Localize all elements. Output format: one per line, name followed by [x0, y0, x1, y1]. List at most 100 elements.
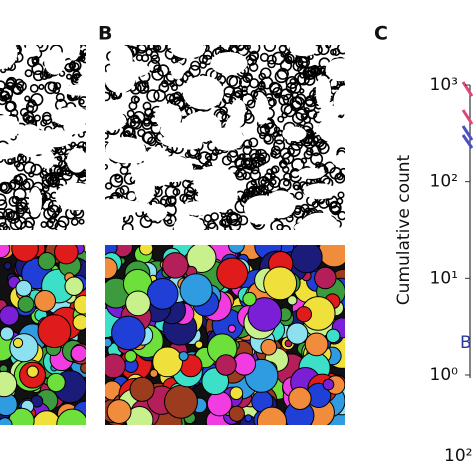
pore	[282, 179, 290, 187]
pore	[115, 187, 125, 197]
segment	[46, 372, 66, 393]
segment	[164, 384, 198, 419]
pore	[119, 185, 130, 195]
segment	[194, 340, 204, 349]
void	[44, 48, 66, 75]
segment	[229, 386, 244, 400]
pore	[165, 93, 175, 103]
void	[40, 150, 55, 169]
segment	[105, 337, 113, 348]
segment	[247, 297, 283, 332]
void	[179, 136, 203, 150]
segment	[152, 346, 183, 378]
pore	[11, 195, 21, 205]
pore	[82, 141, 86, 149]
pore	[142, 101, 152, 111]
image-content	[105, 45, 345, 230]
pore	[291, 112, 305, 125]
void	[28, 187, 42, 218]
pore	[215, 110, 227, 122]
pore	[46, 217, 59, 230]
pore	[276, 67, 289, 80]
segment	[186, 245, 217, 273]
void	[0, 115, 21, 140]
pore	[223, 85, 236, 98]
pore	[310, 152, 324, 166]
segment	[290, 245, 323, 274]
pore	[238, 153, 245, 160]
pore	[38, 83, 45, 90]
image-panels	[0, 45, 345, 425]
panel-label: B	[98, 23, 112, 45]
pore	[332, 47, 341, 56]
segment	[242, 291, 257, 307]
segment	[295, 306, 313, 323]
pore	[148, 45, 155, 50]
pore	[216, 74, 227, 85]
pore	[285, 82, 297, 94]
pore	[248, 62, 259, 72]
void	[248, 213, 275, 225]
pore	[303, 99, 317, 113]
pore	[31, 62, 44, 76]
void	[265, 190, 296, 219]
pore	[144, 107, 153, 117]
pore	[272, 131, 279, 138]
pore	[53, 82, 62, 90]
void	[154, 103, 182, 130]
segment	[56, 408, 86, 425]
pore	[250, 89, 259, 98]
pore	[337, 191, 345, 199]
image-content	[0, 45, 86, 230]
pore	[9, 178, 21, 191]
pore	[328, 200, 342, 213]
pore	[29, 84, 39, 93]
void	[181, 111, 222, 143]
segment	[72, 314, 86, 331]
pore	[184, 151, 192, 159]
pore	[238, 76, 252, 89]
segment	[287, 295, 298, 306]
binary-image	[0, 45, 86, 230]
pore	[198, 54, 209, 64]
pore	[36, 45, 44, 49]
pore	[54, 220, 67, 230]
legend-marker	[461, 81, 474, 125]
segment	[216, 257, 249, 290]
segment	[260, 338, 278, 356]
pore	[39, 170, 49, 179]
void	[170, 45, 206, 59]
segment	[322, 378, 335, 391]
segment	[206, 390, 233, 417]
pore	[70, 141, 77, 148]
pore	[12, 85, 22, 95]
pore	[240, 157, 253, 170]
void	[210, 51, 248, 75]
pore	[72, 70, 81, 79]
pore	[163, 213, 177, 227]
segment	[149, 369, 159, 378]
pore	[68, 61, 77, 70]
pore	[2, 208, 15, 221]
segment	[3, 261, 12, 270]
void	[289, 45, 318, 57]
pore	[310, 144, 322, 157]
pore	[260, 179, 267, 185]
segment	[106, 399, 132, 424]
pore	[263, 180, 275, 192]
segment	[9, 333, 39, 363]
pore	[294, 191, 304, 201]
segment	[227, 324, 237, 333]
segment	[179, 273, 213, 307]
void	[282, 126, 307, 142]
void	[37, 129, 73, 148]
pore	[209, 152, 218, 161]
pore	[0, 208, 8, 220]
annotation: B	[460, 333, 472, 353]
pore	[9, 217, 23, 230]
pore	[13, 174, 22, 183]
segment	[105, 257, 118, 280]
pore	[150, 54, 161, 65]
void	[124, 144, 147, 164]
segment	[124, 349, 138, 363]
